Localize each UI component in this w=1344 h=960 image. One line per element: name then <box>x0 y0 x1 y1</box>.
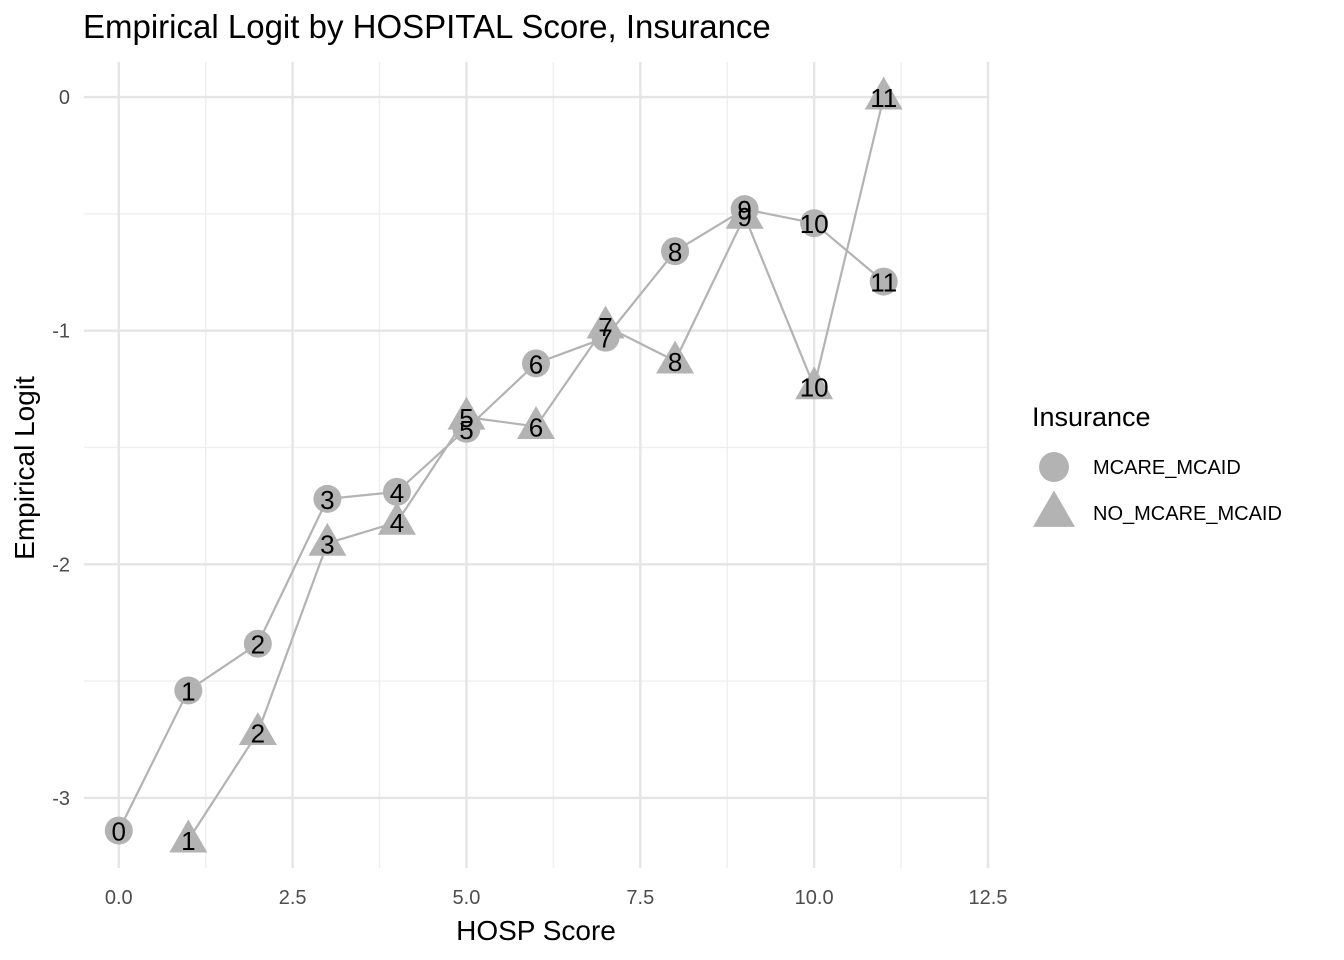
y-tick-label: -2 <box>52 554 70 576</box>
point-label: 4 <box>390 508 404 538</box>
point-label: 2 <box>251 630 265 660</box>
data-point-triangle <box>586 305 625 339</box>
data-point-circle <box>382 477 411 506</box>
data-point-triangle <box>447 396 486 430</box>
point-label: 7 <box>598 312 612 342</box>
x-tick-label: 2.5 <box>279 887 307 909</box>
y-tick-label: -1 <box>52 321 70 343</box>
x-axis-title: HOSP Score <box>456 915 616 946</box>
point-label: 10 <box>800 373 829 403</box>
data-point-triangle <box>169 819 208 853</box>
data-point-circle <box>661 237 690 266</box>
point-label: 11 <box>870 83 897 113</box>
data-point-circle <box>174 676 203 705</box>
point-label: 11 <box>870 268 897 298</box>
legend-label: NO_MCARE_MCAID <box>1093 503 1282 525</box>
point-label: 6 <box>529 349 543 379</box>
y-tick-label: 0 <box>59 87 70 109</box>
point-label: 10 <box>800 209 829 239</box>
series-line-mcare_mcaid <box>117 208 885 832</box>
point-label: 3 <box>320 485 334 515</box>
point-label: 4 <box>390 478 404 508</box>
x-tick-label: 10.0 <box>795 887 834 909</box>
axis-ticks: 0.0 2.5 5.0 7.5 10.0 12.5 0 -1 -2 -3 <box>52 87 1007 909</box>
point-label: 2 <box>251 718 265 748</box>
data-point-triangle <box>864 76 903 110</box>
point-label: 7 <box>598 324 612 354</box>
data-point-triangle <box>795 366 834 400</box>
point-label: 9 <box>737 195 751 225</box>
data-point-triangle <box>725 195 764 229</box>
point-label: 6 <box>529 412 543 442</box>
series-points <box>104 76 903 853</box>
point-label: 8 <box>668 237 682 267</box>
legend-key-triangle <box>1033 490 1075 527</box>
legend-title: Insurance <box>1032 402 1151 432</box>
data-point-circle <box>800 209 829 238</box>
grid <box>84 62 990 868</box>
point-label: 0 <box>112 817 126 847</box>
y-axis-title: Empirical Logit <box>9 376 40 560</box>
y-tick-label: -3 <box>52 788 70 810</box>
data-point-triangle <box>517 406 555 439</box>
x-tick-label: 7.5 <box>626 887 654 909</box>
point-label: 3 <box>320 529 334 559</box>
legend: Insurance MCARE_MCAID NO_MCARE_MCAID <box>1032 402 1282 527</box>
data-point-triangle <box>308 522 347 556</box>
data-point-triangle <box>656 340 695 374</box>
point-label: 5 <box>459 403 473 433</box>
x-tick-label: 5.0 <box>453 887 481 909</box>
data-point-circle <box>869 267 898 296</box>
point-label: 1 <box>181 676 195 706</box>
point-label: 5 <box>459 415 473 445</box>
chart-title: Empirical Logit by HOSPITAL Score, Insur… <box>83 8 771 45</box>
data-point-triangle <box>377 501 416 535</box>
point-label: 8 <box>668 347 682 377</box>
legend-key-circle <box>1039 452 1069 482</box>
data-point-circle <box>522 349 550 378</box>
legend-label: MCARE_MCAID <box>1093 457 1241 479</box>
x-tick-label: 0.0 <box>105 887 133 909</box>
point-label: 9 <box>737 202 751 232</box>
series-lines <box>117 96 885 841</box>
data-point-triangle <box>238 712 277 746</box>
data-point-circle <box>313 484 342 513</box>
point-label: 1 <box>181 826 195 856</box>
data-point-circle <box>104 816 133 845</box>
x-tick-label: 12.5 <box>969 887 1008 909</box>
data-point-circle <box>243 629 272 658</box>
